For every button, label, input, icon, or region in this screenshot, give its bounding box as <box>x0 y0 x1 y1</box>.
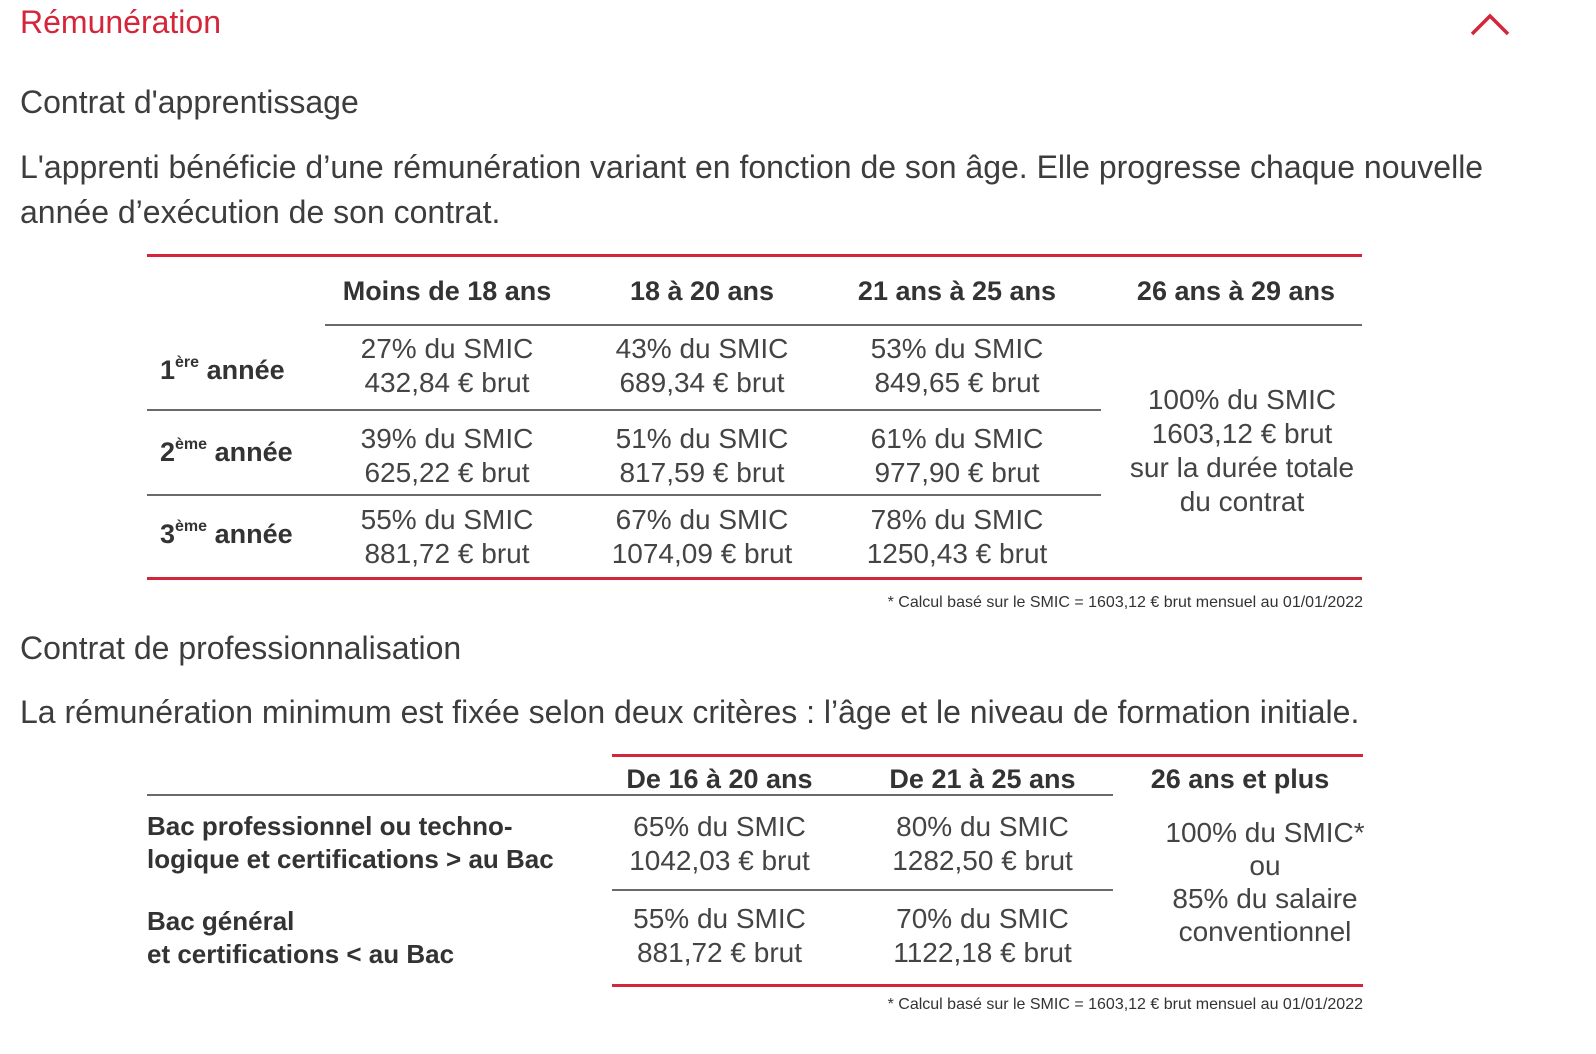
row-rule <box>147 409 1101 411</box>
accordion-title: Rémunération <box>20 4 221 40</box>
footnote: * Calcul basé sur le SMIC = 1603,12 € br… <box>887 996 1363 1013</box>
accordion-header[interactable]: Rémunération <box>0 0 1596 46</box>
apprentissage-title: Contrat d'apprentissage <box>20 84 359 120</box>
row-label-year-3: 3ème année <box>160 518 293 549</box>
table-cell: 51% du SMIC 817,59 € brut <box>615 423 789 488</box>
table-cell: 43% du SMIC 689,34 € brut <box>615 333 789 398</box>
table-cell: 78% du SMIC 1250,43 € brut <box>866 504 1048 569</box>
chevron-up-icon[interactable] <box>1470 10 1510 40</box>
column-header: 18 à 20 ans <box>629 276 775 306</box>
table-top-rule <box>612 754 1363 757</box>
apprentissage-description: L'apprenti bénéficie d’une rémunération … <box>20 149 1484 230</box>
merged-cell: 100% du SMIC* ou 85% du salaire conventi… <box>1165 817 1365 947</box>
table-cell: 39% du SMIC 625,22 € brut <box>360 423 534 488</box>
column-header: 26 ans et plus <box>1150 764 1330 794</box>
row-label-year-2: 2ème année <box>160 436 293 467</box>
table-cell: 55% du SMIC 881,72 € brut <box>360 504 534 569</box>
table-cell: 70% du SMIC 1122,18 € brut <box>893 903 1072 968</box>
column-header: De 16 à 20 ans <box>626 764 813 794</box>
column-header: De 21 à 25 ans <box>889 764 1076 794</box>
table-cell: 27% du SMIC 432,84 € brut <box>360 333 534 398</box>
row-label-year-1: 1ère année <box>160 354 285 385</box>
footnote: * Calcul basé sur le SMIC = 1603,12 € br… <box>887 594 1363 611</box>
row-rule <box>147 494 1101 496</box>
table-bottom-rule <box>612 984 1363 987</box>
table-cell: 80% du SMIC 1282,50 € brut <box>892 811 1073 876</box>
table-bottom-rule <box>147 577 1362 580</box>
header-rule <box>325 324 1362 326</box>
table-cell: 65% du SMIC 1042,03 € brut <box>629 811 810 876</box>
column-header: 21 ans à 25 ans <box>857 276 1057 306</box>
professionnalisation-title: Contrat de professionnalisation <box>20 630 462 666</box>
row-label-bac-general: Bac général et certifications < au Bac <box>147 906 455 969</box>
row-label-bac-pro: Bac professionnel ou techno- logique et … <box>147 811 554 874</box>
column-header: Moins de 18 ans <box>342 276 552 306</box>
row-rule <box>612 889 1113 891</box>
column-header: 26 ans à 29 ans <box>1136 276 1336 306</box>
professionnalisation-description: La rémunération minimum est fixée selon … <box>20 694 1360 730</box>
table-cell: 55% du SMIC 881,72 € brut <box>633 903 806 968</box>
table-cell: 67% du SMIC 1074,09 € brut <box>611 504 793 569</box>
table-cell: 61% du SMIC 977,90 € brut <box>870 423 1044 488</box>
table-cell: 53% du SMIC 849,65 € brut <box>870 333 1044 398</box>
merged-cell: 100% du SMIC 1603,12 € brut sur la durée… <box>1129 384 1355 517</box>
table-top-rule <box>147 254 1362 257</box>
header-rule <box>147 794 1113 796</box>
